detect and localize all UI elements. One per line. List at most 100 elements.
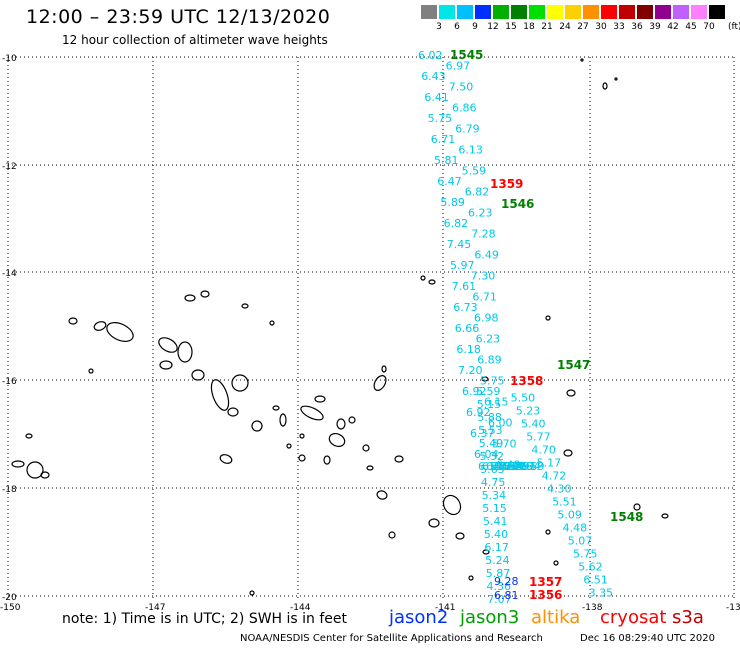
- pass-time-label: 1548: [610, 510, 643, 524]
- legend-swatch: [583, 5, 599, 19]
- legend-swatch: [637, 5, 653, 19]
- satellite-label: altika: [531, 607, 581, 628]
- swh-value: 5.45: [490, 460, 515, 473]
- legend-swatch: [511, 5, 527, 19]
- timestamp-text: Dec 16 08:29:40 UTC 2020: [580, 633, 715, 644]
- swh-value: 6.51: [583, 574, 608, 587]
- swh-value: 6.02: [418, 49, 443, 62]
- legend-label: 42: [667, 22, 679, 32]
- swh-value: 6.92: [466, 406, 491, 419]
- legend-label: 9: [472, 22, 478, 32]
- legend-label: 6: [454, 22, 460, 32]
- island-outline: [231, 374, 249, 392]
- swh-value: 5.63: [480, 463, 505, 476]
- swh-value: 5.87: [486, 567, 511, 580]
- pass-time-label: 1356: [529, 588, 562, 602]
- island-outline: [388, 531, 396, 539]
- satellite-label: cryosat: [600, 607, 667, 628]
- swh-value: 5.51: [552, 496, 577, 509]
- legend-label: 36: [631, 22, 643, 32]
- swh-value: 6.73: [453, 301, 478, 314]
- swh-value: 6.13: [486, 460, 511, 473]
- swh-value: 7.30: [471, 270, 496, 283]
- island-outline: [249, 590, 255, 596]
- swh-value: 5.07: [568, 535, 593, 548]
- island-outline: [227, 407, 239, 417]
- swh-value: 5.75: [428, 112, 453, 125]
- swh-value: 6.86: [452, 102, 477, 115]
- swh-value: 5.34: [482, 489, 507, 502]
- swh-value: 5.09: [557, 509, 582, 522]
- swh-value: 5.24: [485, 554, 510, 567]
- satellite-label: jason3: [460, 607, 520, 628]
- pass-time-label: 1545: [450, 48, 483, 62]
- legend-swatch: [691, 5, 707, 19]
- island-outline: [481, 376, 489, 382]
- swh-value: 5.59: [462, 165, 487, 178]
- island-outline: [210, 379, 230, 411]
- swh-value: 7.28: [471, 228, 496, 241]
- x-tick-label: -144: [290, 603, 311, 613]
- legend-label: 21: [541, 22, 553, 32]
- island-outline: [314, 395, 326, 403]
- footer-note: note: 1) Time is in UTC; 2) SWH is in fe…: [62, 611, 348, 627]
- island-outline: [428, 279, 436, 285]
- island-outline: [442, 494, 462, 516]
- swh-value: 5.75: [480, 375, 505, 388]
- swh-value: 5.75: [573, 548, 598, 561]
- swh-value: 5.23: [516, 405, 541, 418]
- legend-label: 33: [613, 22, 625, 32]
- island-outline: [336, 418, 346, 430]
- map-subtitle: 12 hour collection of altimeter wave hei…: [62, 33, 328, 47]
- swh-value: 6.66: [455, 322, 480, 335]
- legend-swatch: [709, 5, 725, 19]
- swh-value: 7.07: [487, 593, 512, 606]
- swh-value: 6.26: [504, 460, 529, 473]
- swh-value: 5.92: [498, 460, 523, 473]
- island-outlines: [11, 58, 669, 596]
- swh-value: 5.40: [484, 528, 509, 541]
- legend-label: 45: [685, 22, 697, 32]
- island-outline: [299, 433, 305, 439]
- swh-value: 5.76: [508, 460, 533, 473]
- island-outline: [420, 275, 426, 281]
- island-outline: [200, 290, 210, 298]
- legend-label: 70: [703, 22, 715, 32]
- x-tick-label: -150: [0, 603, 21, 613]
- island-outline: [580, 58, 584, 62]
- island-outline: [177, 341, 193, 363]
- legend-swatch: [475, 5, 491, 19]
- swh-value: 5.39: [500, 460, 525, 473]
- legend-swatch: [619, 5, 635, 19]
- island-outline: [279, 413, 287, 427]
- island-outline: [373, 375, 387, 391]
- island-outline: [93, 321, 107, 331]
- y-tick-label: -18: [2, 485, 17, 495]
- island-outline: [298, 454, 306, 462]
- swh-value: 3.35: [589, 587, 614, 600]
- island-outline: [394, 455, 404, 463]
- swh-value: 6.41: [424, 91, 449, 104]
- legend-swatch: [439, 5, 455, 19]
- island-outline: [455, 532, 465, 540]
- swh-value: 6.71: [472, 291, 497, 304]
- swh-value: 6.92: [462, 385, 487, 398]
- swh-value: 4.75: [481, 476, 506, 489]
- swh-value: 6.49: [474, 249, 499, 262]
- y-tick-label: -14: [2, 269, 17, 279]
- island-outline: [614, 77, 618, 81]
- swh-value: 6.97: [446, 60, 471, 73]
- legend-label: 15: [505, 22, 517, 32]
- island-outline: [272, 405, 280, 411]
- island-outline: [566, 389, 576, 397]
- swh-value: 6.23: [476, 333, 501, 346]
- swh-value: 5.97: [450, 259, 475, 272]
- swh-value: 4.94: [516, 460, 541, 473]
- swh-value: 5.88: [477, 411, 502, 424]
- map-title: 12:00 – 23:59 UTC 12/13/2020: [26, 6, 331, 28]
- legend-label: 3: [436, 22, 442, 32]
- swh-value: 5.41: [483, 515, 508, 528]
- swh-value: 6.17: [484, 541, 509, 554]
- swh-value: 7.45: [447, 238, 472, 251]
